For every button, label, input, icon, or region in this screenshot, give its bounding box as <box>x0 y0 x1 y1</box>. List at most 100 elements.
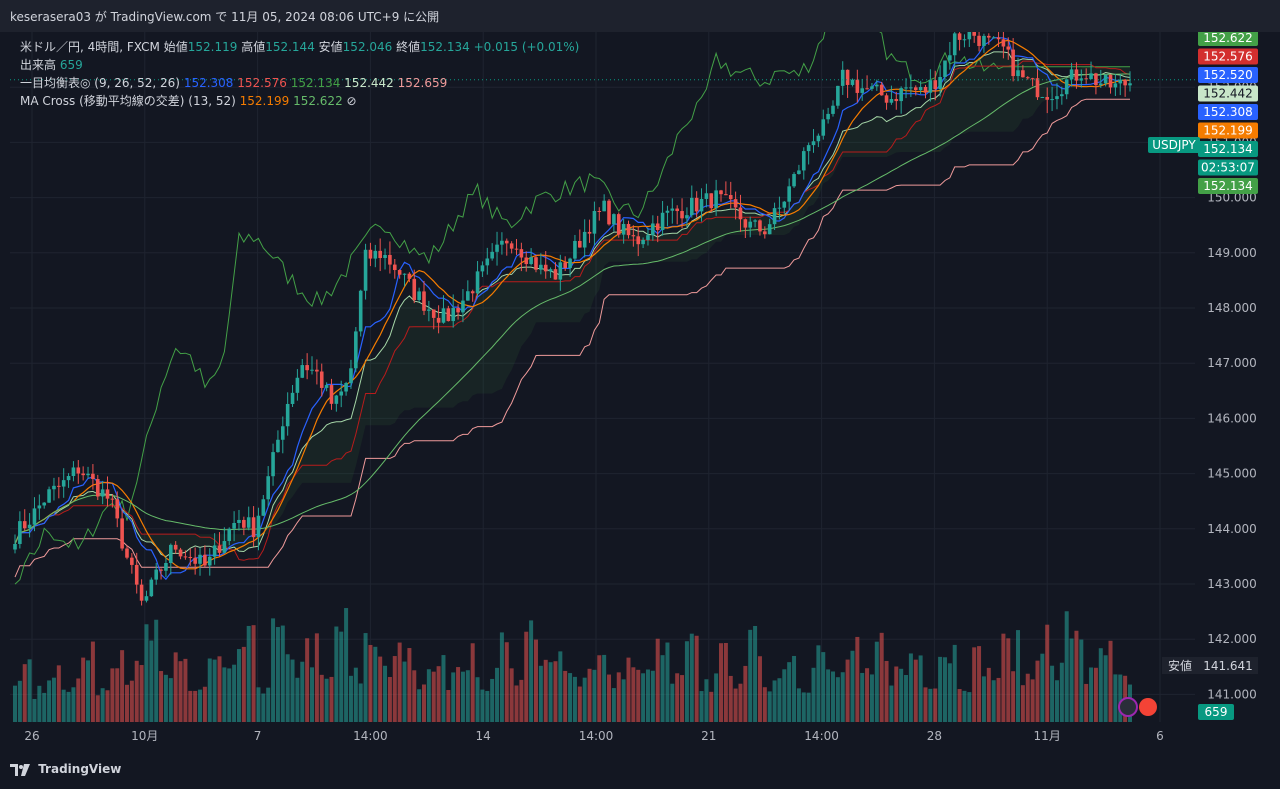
volume-bar <box>426 669 431 722</box>
volume-bar <box>251 625 256 722</box>
candle-body <box>456 308 460 313</box>
hidden-eye-icon[interactable]: ⊘ <box>346 94 357 108</box>
volume-bar <box>329 676 334 722</box>
high-label: 高値 <box>241 40 266 54</box>
volume-bar <box>894 666 899 722</box>
volume-bar <box>27 659 32 722</box>
candle-body <box>412 278 417 301</box>
volume-label[interactable]: 出来高 <box>20 58 57 72</box>
candle-body <box>1128 83 1132 86</box>
volume-bar <box>402 661 407 722</box>
volume-bar <box>134 660 139 722</box>
volume-bar <box>670 683 675 722</box>
volume-bar <box>787 662 792 722</box>
candle-body <box>811 141 816 146</box>
volume-bar <box>1016 630 1021 722</box>
volume-bar <box>577 686 582 722</box>
kijun-sen-line <box>14 60 1131 561</box>
volume-bar <box>981 676 986 722</box>
volume-bar <box>1118 674 1123 722</box>
candle-body <box>1055 96 1059 100</box>
candle-body <box>563 262 567 269</box>
x-tick-label: 10月 <box>131 729 158 743</box>
candle-body <box>743 219 748 228</box>
ma13-value: 152.199 <box>239 94 290 108</box>
volume-bar <box>348 675 353 722</box>
volume-bar <box>397 642 402 722</box>
volume-bar <box>61 689 66 722</box>
candle-body <box>889 99 894 103</box>
volume-bar <box>753 625 758 722</box>
candle-body <box>470 291 475 294</box>
volume-bar <box>689 633 694 722</box>
volume-bar <box>879 632 884 722</box>
volume-bar <box>363 633 368 722</box>
volume-bar <box>538 665 543 722</box>
candle-body <box>982 35 986 46</box>
candle-body <box>344 383 348 392</box>
candle-body <box>1060 94 1064 97</box>
candle-body <box>558 262 563 280</box>
y-tick-label: 146.000 <box>1207 411 1257 425</box>
price-chart[interactable]: 141.000 142.000 143.000 144.000 145.000 146.0… <box>10 32 1280 760</box>
volume-bar <box>120 650 125 722</box>
volume-bar <box>285 654 290 722</box>
volume-bar <box>295 677 300 722</box>
candle-body <box>266 476 270 500</box>
candle-body <box>616 214 621 235</box>
low-tag-label: 安値 <box>1168 658 1192 673</box>
volume-bar <box>996 677 1001 722</box>
macross-label[interactable]: MA Cross (移動平均線の交差) (13, 52) <box>20 94 236 108</box>
candle-body <box>714 190 718 209</box>
symbol-label[interactable]: 米ドル／円, 4時間, FXCM <box>20 40 160 54</box>
candle-body <box>694 197 699 212</box>
ichimoku-label[interactable]: 一目均衡表◎ (9, 26, 52, 26) <box>20 76 180 90</box>
volume-bar <box>626 657 631 722</box>
tradingview-logo[interactable]: TradingView <box>10 762 121 776</box>
candle-body <box>1064 79 1069 95</box>
volume-bar <box>37 685 42 722</box>
volume-bar <box>1084 683 1089 722</box>
candle-body <box>607 200 611 225</box>
volume-bar <box>743 665 748 722</box>
candle-body <box>76 467 81 474</box>
volume-bar <box>110 668 115 722</box>
x-tick-label: 6 <box>1156 729 1164 743</box>
x-tick-label: 14:00 <box>579 729 614 743</box>
price-tag-text: 152.134 <box>1203 142 1253 156</box>
candle-body <box>198 554 202 564</box>
price-tag-text: 152.134 <box>1203 179 1253 193</box>
volume-bar <box>543 659 548 722</box>
candle-body <box>47 489 51 503</box>
candle-body <box>242 519 246 528</box>
volume-bar <box>324 678 329 722</box>
volume-bar <box>66 691 71 722</box>
volume-bar <box>451 672 456 722</box>
volume-bar <box>582 677 587 722</box>
candle-body <box>139 584 144 601</box>
volume-bar <box>548 662 553 722</box>
y-tick-label: 148.000 <box>1207 301 1257 315</box>
volume-bar <box>504 642 509 722</box>
volume-bar <box>899 668 904 722</box>
candle-body <box>397 270 402 275</box>
candle-body <box>144 596 149 601</box>
candle-body <box>237 519 241 523</box>
candle-body <box>860 88 865 93</box>
volume-bar <box>1020 685 1025 722</box>
volume-bar <box>421 684 426 722</box>
candle-body <box>295 377 300 393</box>
volume-bar <box>733 688 738 722</box>
candle-body <box>271 452 275 477</box>
candle-body <box>285 403 290 427</box>
ma13-line <box>14 39 1131 570</box>
candle-body <box>724 194 728 196</box>
volume-bar <box>874 641 879 722</box>
candle-body <box>154 569 159 580</box>
chart-legend: 米ドル／円, 4時間, FXCM 始値152.119 高値152.144 安値1… <box>20 38 579 110</box>
x-tick-label: 14:00 <box>804 729 839 743</box>
volume-bar <box>154 619 159 722</box>
candle-body <box>159 569 163 571</box>
volume-bar <box>519 679 524 722</box>
volume-bar <box>246 625 251 722</box>
